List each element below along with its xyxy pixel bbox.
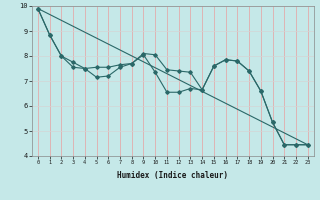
- X-axis label: Humidex (Indice chaleur): Humidex (Indice chaleur): [117, 171, 228, 180]
